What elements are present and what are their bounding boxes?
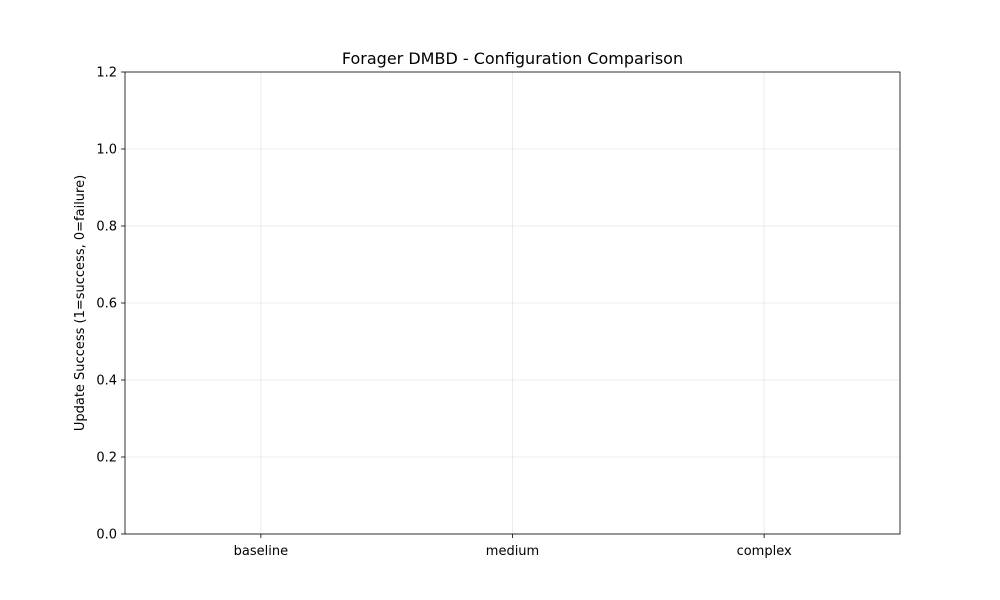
y-axis: 0.0 0.2 0.4 0.6 0.8 1.0 1.2 (96, 66, 125, 543)
y-axis-label: Update Success (1=success, 0=failure) (73, 175, 88, 431)
y-tick-label: 0.6 (96, 297, 117, 312)
x-axis: baseline medium complex (234, 534, 792, 559)
y-tick-label: 0.2 (96, 451, 117, 466)
y-tick-label: 1.0 (96, 143, 117, 158)
y-tick-label: 0.4 (96, 374, 117, 389)
y-tick-label: 0.0 (96, 528, 117, 543)
x-tick-label: medium (486, 544, 539, 559)
gridlines (125, 71, 900, 535)
y-tick-label: 1.2 (96, 66, 117, 81)
x-tick-label: complex (737, 544, 792, 559)
x-tick-label: baseline (234, 544, 288, 559)
chart-title: Forager DMBD - Configuration Comparison (342, 49, 683, 68)
y-tick-label: 0.8 (96, 220, 117, 235)
